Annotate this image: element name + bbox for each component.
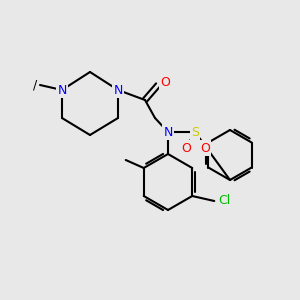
Text: O: O [181, 142, 191, 154]
Text: N: N [113, 83, 123, 97]
Text: N: N [163, 125, 173, 139]
Text: O: O [181, 142, 191, 154]
Text: O: O [160, 76, 170, 88]
Text: N: N [57, 83, 67, 97]
Text: /: / [33, 79, 37, 92]
Text: N: N [57, 83, 67, 97]
Text: Cl: Cl [218, 194, 230, 208]
Text: S: S [191, 125, 199, 139]
Text: S: S [191, 125, 199, 139]
Text: O: O [200, 142, 210, 154]
Text: O: O [200, 142, 210, 154]
Text: N: N [163, 125, 173, 139]
Text: N: N [113, 83, 123, 97]
Text: O: O [160, 76, 170, 88]
Text: Cl: Cl [218, 194, 230, 208]
